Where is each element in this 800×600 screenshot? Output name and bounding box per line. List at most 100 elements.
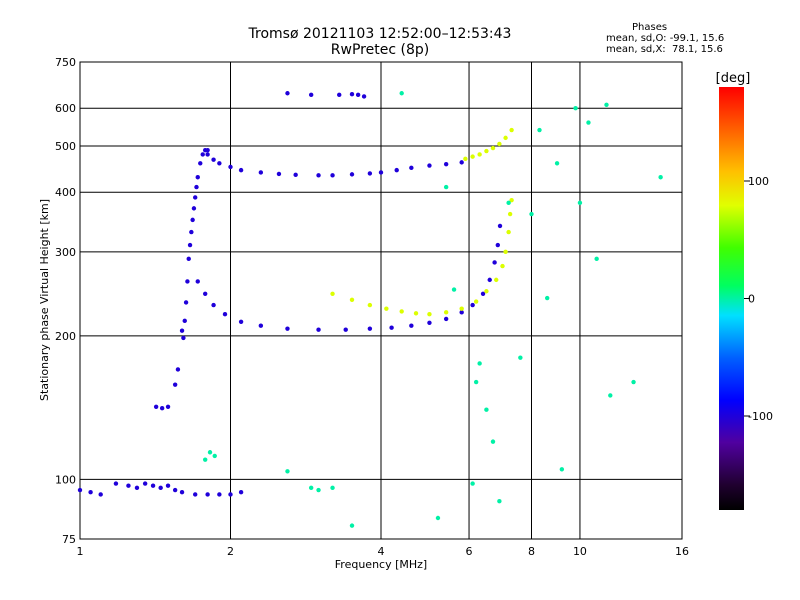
data-point [480, 291, 486, 296]
data-point [367, 302, 373, 308]
data-point [409, 165, 414, 171]
x-axis-ticks: 1 2 4 6 8 10 16 [77, 545, 690, 558]
data-point [258, 323, 264, 328]
data-point [470, 481, 475, 486]
data-point [207, 450, 213, 455]
data-point [394, 167, 399, 173]
data-point [238, 490, 244, 495]
data-point [211, 157, 216, 162]
data-point [189, 229, 194, 235]
colorbar-unit: [deg] [716, 71, 751, 86]
data-point [573, 106, 578, 111]
data-point [186, 256, 191, 262]
data-point [330, 485, 335, 491]
data-point [165, 483, 171, 488]
data-point [113, 481, 119, 486]
data-point [165, 404, 171, 409]
data-point [195, 279, 200, 284]
data-point [443, 161, 449, 167]
data-point [494, 277, 499, 283]
data-point [518, 355, 523, 360]
data-point [477, 361, 482, 366]
data-point [604, 102, 609, 108]
x-tick-label: 4 [378, 545, 385, 558]
data-point [367, 326, 373, 331]
data-point [495, 242, 501, 248]
data-point [337, 92, 342, 98]
y-tick-label: 75 [62, 533, 76, 546]
y-tick-label: 500 [55, 140, 76, 153]
data-point [361, 94, 367, 99]
data-points [77, 91, 663, 528]
data-point [175, 367, 181, 372]
y-tick-label: 600 [55, 102, 76, 115]
data-point [427, 163, 432, 168]
y-tick-label: 300 [55, 246, 76, 259]
data-point [172, 382, 178, 387]
data-point [435, 515, 441, 521]
data-point [554, 161, 560, 166]
data-point [183, 300, 189, 305]
data-point [238, 319, 244, 324]
data-point [98, 492, 103, 497]
data-point [211, 302, 216, 308]
colorbar-tick-label: -100 [748, 410, 773, 423]
data-point [349, 92, 355, 97]
data-point [503, 249, 508, 255]
data-point [308, 92, 314, 98]
x-axis-label: Frequency [MHz] [335, 558, 427, 571]
data-point [484, 407, 489, 412]
data-point [150, 483, 156, 488]
data-point [507, 211, 513, 217]
data-point [330, 291, 335, 296]
phase-stats-heading: Phases [632, 22, 668, 33]
data-point [181, 335, 186, 341]
data-point [509, 197, 514, 203]
data-point [586, 120, 591, 125]
data-point [285, 326, 290, 331]
data-point [409, 323, 414, 328]
data-point [349, 172, 355, 177]
data-point [577, 200, 583, 206]
data-point [389, 325, 394, 330]
data-point [343, 327, 348, 332]
data-point [529, 211, 534, 217]
x-tick-label: 16 [675, 545, 689, 558]
chart-title: Tromsø 20121103 12:52:00–12:53:43 [248, 26, 512, 42]
data-point [658, 175, 663, 180]
data-point [427, 320, 432, 325]
data-point [258, 170, 264, 175]
data-point [308, 485, 314, 491]
data-point [443, 184, 449, 190]
data-point [205, 147, 210, 153]
data-point [443, 310, 449, 315]
data-point [349, 297, 355, 302]
data-point [212, 453, 217, 459]
data-point [399, 309, 404, 314]
data-point [179, 490, 185, 495]
data-point [217, 161, 222, 166]
data-point [187, 242, 193, 248]
y-tick-label: 400 [55, 186, 76, 199]
data-point [179, 328, 185, 333]
data-point [316, 327, 321, 332]
data-point [477, 152, 482, 157]
data-point [316, 487, 321, 493]
data-point [459, 160, 464, 165]
data-point [285, 469, 290, 474]
colorbar [719, 87, 744, 510]
y-tick-label: 100 [55, 473, 76, 486]
y-axis-label: Stationary phase Virtual Height [km] [38, 199, 51, 401]
data-point [126, 483, 131, 488]
data-point [594, 256, 599, 262]
data-point [545, 295, 550, 301]
x-tick-label: 8 [528, 545, 535, 558]
data-point [399, 91, 404, 96]
data-point [134, 485, 140, 491]
data-point [285, 91, 290, 96]
data-point [443, 316, 449, 322]
data-point [487, 277, 492, 283]
data-point [202, 291, 208, 296]
data-point [509, 127, 514, 133]
